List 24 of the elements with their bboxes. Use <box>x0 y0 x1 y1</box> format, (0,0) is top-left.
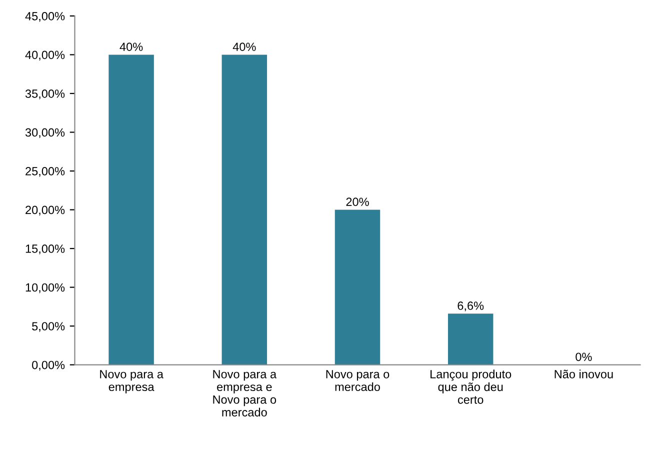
bar <box>448 314 494 365</box>
x-tick-label: Lançou produto que não deu certo <box>430 370 512 404</box>
y-tick-label: 25,00% <box>26 167 65 177</box>
data-label: 0% <box>576 352 592 362</box>
bar <box>108 54 154 365</box>
bar <box>334 210 380 365</box>
x-tick-label: Novo para a empresa <box>100 370 164 394</box>
x-tick-label: Novo para o mercado <box>326 370 390 392</box>
y-tick-label: 35,00% <box>25 90 65 100</box>
y-tick-label: 0,00% <box>32 360 65 371</box>
y-tick-label: 20,00% <box>26 206 65 216</box>
y-tick-label: 30,00% <box>25 128 65 138</box>
data-label: 40% <box>232 42 256 51</box>
y-tick-label: 10,00% <box>26 283 65 294</box>
data-label: 20% <box>346 198 369 206</box>
y-tick-label: 45,00% <box>25 12 65 22</box>
y-tick-label: 40,00% <box>25 50 65 61</box>
data-label: 6,6% <box>458 302 484 312</box>
y-tick-label: 15,00% <box>26 244 65 254</box>
data-label: 40% <box>120 42 143 51</box>
y-tick-label: 5,00% <box>32 322 65 332</box>
x-tick-label: Não inovou <box>554 370 613 378</box>
bar <box>222 54 268 365</box>
x-tick-label: Novo para a empresa e Novo para o mercado <box>213 370 277 416</box>
